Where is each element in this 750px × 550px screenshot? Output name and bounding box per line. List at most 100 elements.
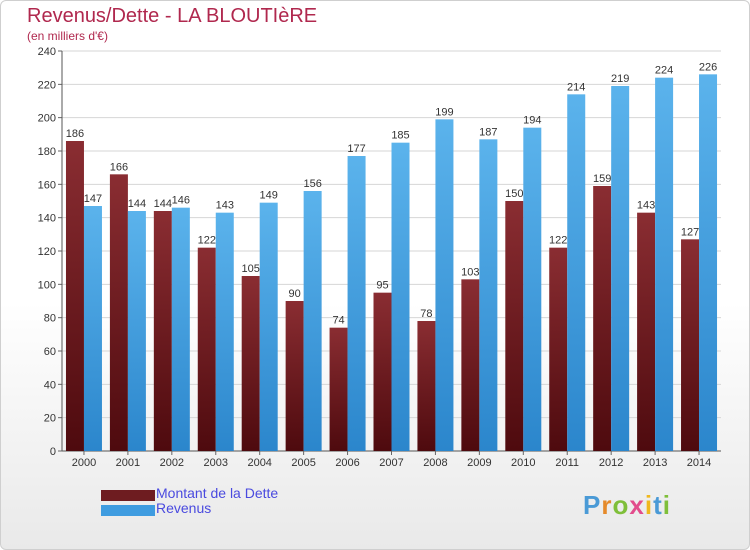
bar-dette (65, 141, 84, 451)
logo-letter: i (662, 490, 671, 520)
bar-dette (549, 247, 568, 451)
bar-dette (417, 321, 436, 451)
bar-dette (593, 186, 612, 451)
data-label-dette: 122 (198, 235, 216, 247)
proxiti-logo: Proxiti (583, 490, 671, 521)
bar-dette (241, 276, 260, 451)
x-tick-label: 2012 (599, 457, 623, 469)
x-tick-label: 2001 (116, 457, 140, 469)
y-tick-label: 100 (38, 279, 56, 291)
data-label-dette: 78 (420, 308, 432, 320)
data-label-revenus: 187 (479, 126, 497, 138)
bar-revenus (347, 156, 366, 451)
data-label-revenus: 149 (260, 190, 278, 202)
bar-dette (461, 279, 480, 451)
data-label-dette: 90 (289, 288, 301, 300)
y-tick-label: 220 (38, 79, 56, 91)
bar-revenus (83, 206, 102, 451)
logo-letter: o (612, 490, 630, 520)
logo-letter: P (583, 490, 602, 520)
data-label-dette: 150 (505, 188, 523, 200)
bar-dette (285, 301, 304, 451)
logo-letter: i (644, 490, 654, 520)
x-tick-label: 2011 (555, 457, 579, 469)
x-tick-label: 2003 (204, 457, 228, 469)
data-label-revenus: 226 (699, 61, 717, 73)
data-label-revenus: 156 (303, 178, 321, 190)
bar-revenus (699, 74, 718, 451)
data-label-dette: 144 (154, 198, 172, 210)
bar-revenus (523, 127, 542, 452)
data-label-revenus: 185 (391, 130, 409, 142)
bar-dette (197, 247, 216, 451)
data-label-dette: 103 (461, 266, 479, 278)
data-label-dette: 186 (66, 128, 84, 140)
bar-revenus (611, 86, 630, 451)
data-label-revenus: 144 (128, 198, 146, 210)
bar-revenus (479, 139, 498, 452)
data-label-dette: 143 (637, 200, 655, 212)
x-tick-label: 2010 (511, 457, 535, 469)
bar-revenus (215, 212, 234, 451)
y-tick-label: 40 (44, 379, 56, 391)
data-label-revenus: 199 (435, 106, 453, 118)
y-tick-label: 80 (44, 313, 56, 325)
x-tick-label: 2014 (687, 457, 711, 469)
data-label-dette: 105 (242, 263, 260, 275)
y-tick-label: 180 (38, 146, 56, 158)
data-label-revenus: 146 (172, 195, 190, 207)
data-label-revenus: 177 (347, 143, 365, 155)
bar-revenus (391, 142, 410, 451)
x-tick-label: 2002 (160, 457, 184, 469)
legend-label-dette: Montant de la Dette (156, 485, 279, 501)
data-label-revenus: 214 (567, 81, 585, 93)
data-label-dette: 74 (332, 315, 344, 327)
y-tick-label: 140 (38, 213, 56, 225)
bar-dette (637, 212, 656, 451)
data-label-revenus: 219 (611, 73, 629, 85)
bar-dette (153, 211, 172, 451)
bar-revenus (435, 119, 454, 451)
x-tick-label: 2009 (467, 457, 491, 469)
chart-subtitle: (en milliers d'€) (27, 29, 108, 43)
y-tick-label: 0 (50, 446, 56, 458)
y-tick-label: 60 (44, 346, 56, 358)
bar-dette (329, 327, 348, 451)
data-label-dette: 127 (681, 226, 699, 238)
data-label-dette: 95 (376, 280, 388, 292)
bar-revenus (259, 202, 278, 451)
x-tick-label: 2007 (379, 457, 403, 469)
x-tick-label: 2005 (291, 457, 315, 469)
logo-letter: x (629, 490, 645, 520)
data-label-revenus: 143 (216, 200, 234, 212)
data-label-dette: 166 (110, 161, 128, 173)
chart-title: Revenus/Dette - LA BLOUTIèRE (27, 5, 318, 27)
logo-letter: r (601, 490, 613, 520)
x-tick-label: 2004 (247, 457, 271, 469)
y-tick-label: 240 (38, 46, 56, 58)
bar-revenus (303, 191, 322, 451)
bar-revenus (127, 211, 146, 451)
logo-letter: t (653, 490, 663, 520)
legend-label-revenus: Revenus (156, 500, 212, 516)
bar-revenus (655, 77, 674, 452)
legend-swatch-revenus (101, 505, 155, 516)
x-tick-label: 2013 (643, 457, 667, 469)
bar-dette (681, 239, 700, 451)
bar-revenus (171, 207, 190, 451)
data-label-revenus: 147 (84, 193, 102, 205)
bar-dette (505, 201, 524, 451)
x-tick-label: 2006 (335, 457, 359, 469)
y-tick-label: 20 (44, 413, 56, 425)
legend-swatch-dette (101, 490, 155, 501)
data-label-dette: 159 (593, 173, 611, 185)
bar-dette (373, 292, 392, 451)
x-tick-label: 2000 (72, 457, 96, 469)
data-label-revenus: 194 (523, 115, 541, 127)
y-tick-label: 200 (38, 113, 56, 125)
bar-dette (109, 174, 128, 452)
bar-revenus (567, 94, 586, 451)
data-label-dette: 122 (549, 235, 567, 247)
